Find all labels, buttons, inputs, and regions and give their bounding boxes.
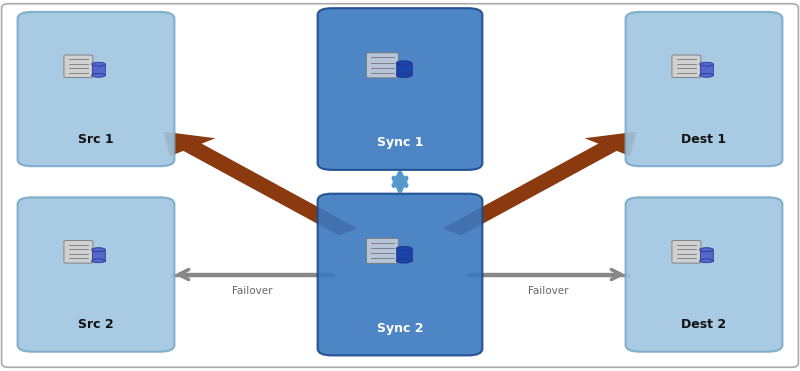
Text: Src 2: Src 2 [78,318,114,331]
FancyBboxPatch shape [64,55,93,78]
FancyBboxPatch shape [626,197,782,352]
Bar [396,249,412,261]
FancyBboxPatch shape [2,4,798,367]
Bar [396,63,412,75]
Ellipse shape [699,73,714,77]
FancyBboxPatch shape [672,55,701,78]
Polygon shape [164,132,357,236]
Text: Dest 1: Dest 1 [682,132,726,146]
Ellipse shape [91,62,106,66]
FancyBboxPatch shape [318,194,482,355]
Bar [91,64,106,75]
FancyBboxPatch shape [626,12,782,166]
Text: Sync 1: Sync 1 [377,136,423,150]
FancyBboxPatch shape [366,238,398,263]
Ellipse shape [699,248,714,252]
FancyBboxPatch shape [64,240,93,263]
FancyBboxPatch shape [18,197,174,352]
Bar [699,64,714,75]
Ellipse shape [396,73,412,78]
Text: Sync 2: Sync 2 [377,322,423,335]
FancyBboxPatch shape [318,8,482,170]
Bar [91,250,106,261]
Bar [699,250,714,261]
FancyBboxPatch shape [18,12,174,166]
Ellipse shape [91,73,106,77]
Ellipse shape [699,62,714,66]
Polygon shape [443,132,636,236]
Ellipse shape [396,246,412,251]
Ellipse shape [396,61,412,65]
FancyBboxPatch shape [366,53,398,78]
Ellipse shape [396,259,412,263]
Text: Src 1: Src 1 [78,132,114,146]
Text: Dest 2: Dest 2 [682,318,726,331]
FancyBboxPatch shape [672,240,701,263]
Ellipse shape [91,248,106,252]
Text: Failover: Failover [232,286,272,296]
Ellipse shape [699,259,714,263]
Ellipse shape [91,259,106,263]
Text: Failover: Failover [528,286,568,296]
